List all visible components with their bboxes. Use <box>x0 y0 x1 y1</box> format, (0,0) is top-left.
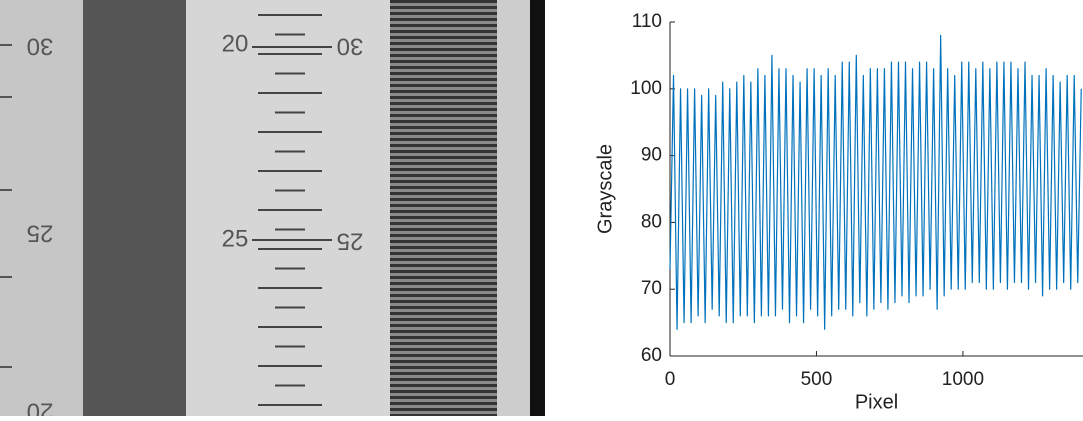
x-tick-label: 1000 <box>942 369 984 390</box>
y-tick-label: 90 <box>641 145 662 166</box>
x-tick-label: 500 <box>801 369 833 390</box>
scale-label: 30 <box>337 33 364 60</box>
data-line <box>669 34 1082 330</box>
scale-label: 30 <box>27 33 54 60</box>
scale-label: 25 <box>27 220 54 247</box>
scale-label: 20 <box>27 398 54 416</box>
photo <box>0 0 545 416</box>
y-axis-label: Grayscale <box>594 144 616 234</box>
x-axis-label: Pixel <box>855 391 898 413</box>
y-tick-label: 80 <box>641 211 662 232</box>
x-tick-label: 0 <box>665 369 676 390</box>
y-tick-label: 70 <box>641 278 662 299</box>
scale-label: 25 <box>222 225 249 252</box>
y-tick-label: 110 <box>632 11 662 32</box>
y-tick-label: 100 <box>630 78 662 99</box>
scale-label: 25 <box>337 228 364 255</box>
scale-label: 20 <box>222 30 249 57</box>
y-tick-label: 60 <box>641 345 662 366</box>
